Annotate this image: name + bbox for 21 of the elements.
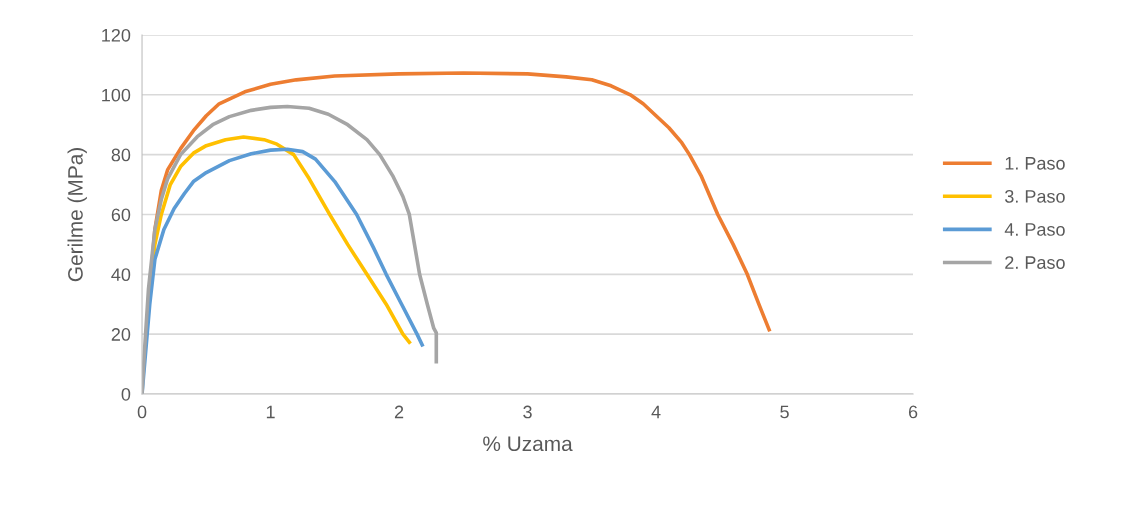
x-tick-label: 1 [266, 405, 275, 419]
y-tick-label: 20 [111, 328, 131, 341]
x-tick-label: 4 [651, 405, 661, 419]
y-tick-label: 0 [121, 387, 131, 401]
legend-label: 4. Paso [1004, 223, 1065, 236]
x-tick-label: 6 [908, 405, 918, 419]
x-axis-title: % Uzama [483, 436, 573, 452]
y-tick-label: 60 [111, 208, 131, 222]
x-tick-label: 2 [394, 405, 404, 419]
legend-label: 3. Paso [1005, 189, 1065, 203]
y-tick-label: 40 [111, 268, 131, 282]
legend-label: 1. Paso [1005, 157, 1065, 170]
line-series [142, 104, 439, 394]
y-tick-label: 80 [111, 148, 131, 162]
y-tick-label: 120 [102, 28, 131, 42]
x-tick-label: 0 [137, 405, 147, 419]
x-tick-label: 5 [780, 405, 789, 419]
legend-label: 2. Paso [1005, 256, 1065, 269]
y-axis-title: Gerilme (MPa) [67, 148, 87, 282]
y-tick-label: 100 [102, 88, 131, 102]
x-tick-label: 3 [523, 405, 532, 419]
